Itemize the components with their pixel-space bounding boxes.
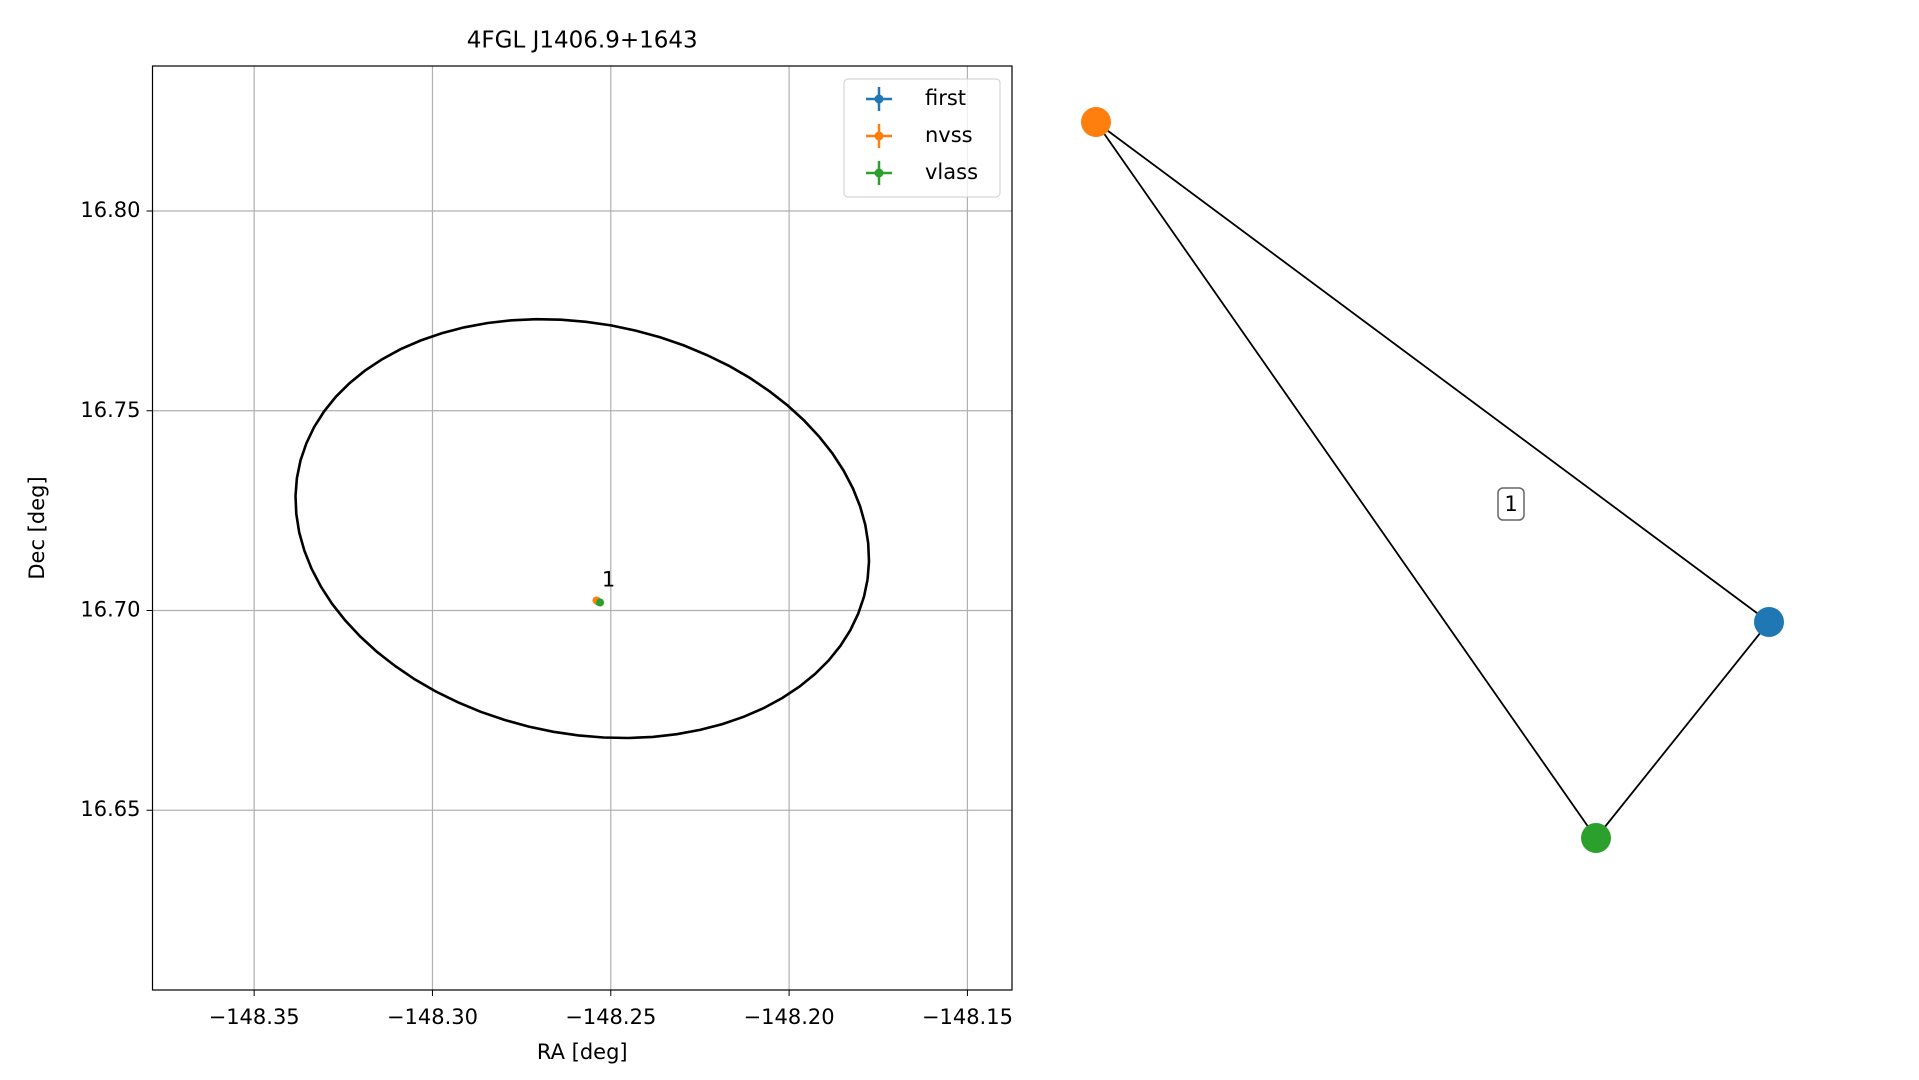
x-tick-label: −148.30 [387, 1005, 478, 1029]
edge [1595, 621, 1770, 839]
annotation: 1 [602, 568, 615, 592]
node [1581, 823, 1611, 853]
y-tick-label: 16.65 [80, 797, 140, 821]
legend-label: vlass [925, 160, 978, 184]
y-tick-label: 16.70 [80, 597, 140, 621]
point [596, 598, 605, 607]
node [1754, 607, 1784, 637]
edge-label-box [1497, 487, 1525, 521]
legend-box [843, 78, 1001, 198]
node [1081, 107, 1111, 137]
legend-label: first [925, 86, 966, 110]
x-tick-label: −148.25 [565, 1005, 656, 1029]
edge [1095, 121, 1597, 839]
plot-frame [151, 65, 1013, 991]
x-tick-label: −148.20 [744, 1005, 835, 1029]
y-tick-label: 16.80 [80, 198, 140, 222]
x-tick-label: −148.15 [922, 1005, 1013, 1029]
x-axis-label: RA [deg] [537, 1040, 628, 1064]
y-tick-label: 16.75 [80, 398, 140, 422]
edge [1095, 121, 1770, 623]
legend-marker [874, 131, 884, 141]
edge-label: 1 [1504, 492, 1517, 516]
chart-title: 4FGL J1406.9+1643 [467, 28, 698, 54]
legend-marker [874, 168, 884, 178]
error-ellipse [294, 317, 871, 740]
x-tick-label: −148.35 [209, 1005, 300, 1029]
legend-label: nvss [925, 123, 973, 147]
y-axis-label: Dec [deg] [25, 476, 49, 579]
legend-marker [874, 94, 884, 104]
